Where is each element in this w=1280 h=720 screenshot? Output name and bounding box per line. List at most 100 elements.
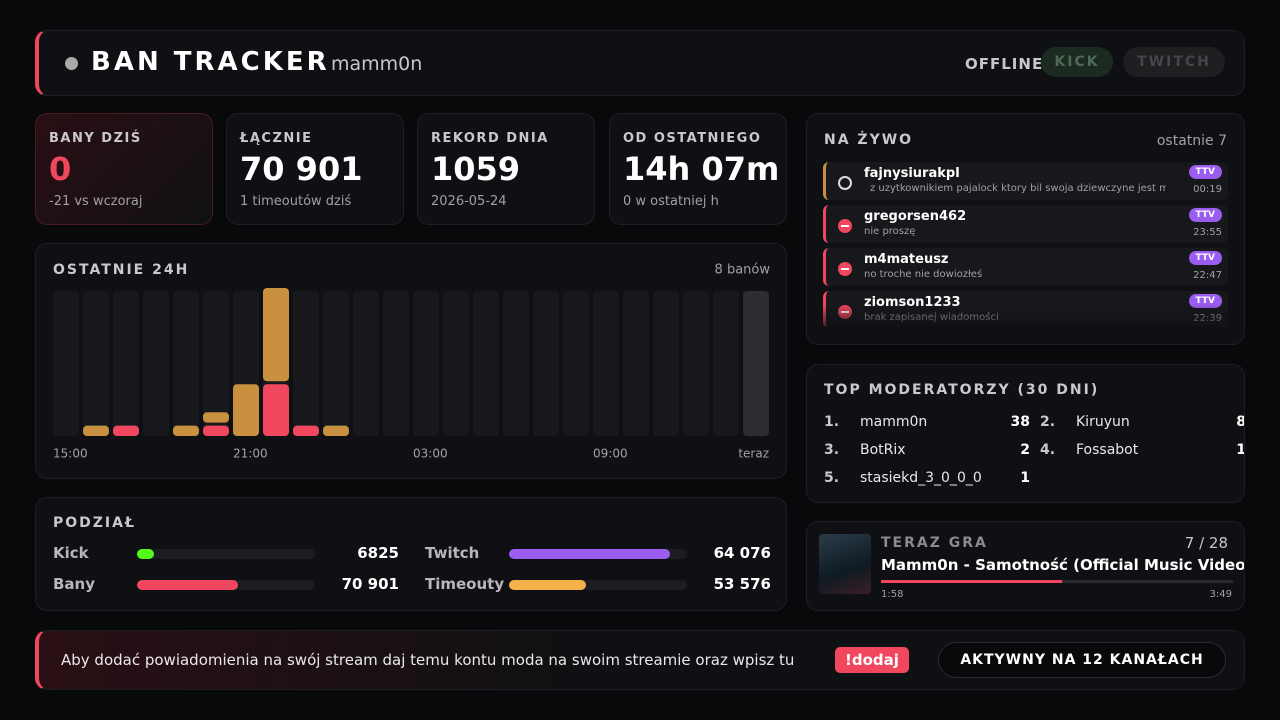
feed-row: m4mateusz no troche nie dowiozłeś TTV 22:47 xyxy=(823,248,1228,286)
live-note: ostatnie 7 xyxy=(1156,133,1227,149)
username: fajnysiurakpl xyxy=(864,166,960,181)
stat-note: 1 timeoutów dziś xyxy=(240,194,352,209)
rank: 5. xyxy=(824,470,840,486)
moderator-name: Fossabot xyxy=(1076,442,1139,458)
stat-label: BANY DZIŚ xyxy=(49,131,142,146)
time: 22:47 xyxy=(1193,270,1222,281)
x-tick-label: 09:00 xyxy=(593,447,628,461)
moderator-name: mamm0n xyxy=(860,414,928,430)
moderator-count: 8 xyxy=(1160,414,1244,430)
stat-card: OD OSTATNIEGO 14h 07m 0 w ostatniej h xyxy=(609,113,787,225)
rank: 3. xyxy=(824,442,840,458)
split-value: 64 076 xyxy=(713,544,771,562)
split-name: Bany xyxy=(53,575,96,593)
bar-segment xyxy=(233,384,259,436)
stat-label: OD OSTATNIEGO xyxy=(623,131,762,146)
time: 00:19 xyxy=(1193,184,1222,195)
split-value: 6825 xyxy=(357,544,399,562)
timer-icon xyxy=(838,176,852,190)
bar-track xyxy=(653,291,679,436)
message: no troche nie dowiozłeś xyxy=(864,269,983,280)
bar-track xyxy=(113,291,139,436)
x-tick-label: 03:00 xyxy=(413,447,448,461)
now-playing-card: TERAZ GRA 7 / 28 Mamm0n - Samotność (Off… xyxy=(806,521,1245,611)
elapsed: 1:58 xyxy=(881,589,904,600)
stat-value: 1059 xyxy=(431,150,521,188)
progress-track xyxy=(881,580,1233,583)
moderator-count: 2 xyxy=(1020,442,1030,458)
bar-track xyxy=(143,291,169,436)
bar-track xyxy=(323,291,349,436)
bar-segment xyxy=(113,425,139,436)
split-title: PODZIAŁ xyxy=(53,515,136,531)
moderators-card: TOP MODERATORZY (30 DNI) 1. mamm0n 38 2. Kir… xyxy=(806,364,1245,503)
x-tick-label: teraz xyxy=(738,447,769,461)
platform-badge: TTV xyxy=(1188,165,1222,179)
split-value: 70 901 xyxy=(341,575,399,593)
kick-button[interactable]: KICK xyxy=(1041,47,1113,77)
bar-track xyxy=(563,291,589,436)
twitch-button[interactable]: TWITCH xyxy=(1123,47,1225,77)
ban-icon-bar xyxy=(841,225,849,227)
moderator-name: Kiruyun xyxy=(1076,414,1130,430)
active-channels: AKTYWNY NA 12 KANAŁACH xyxy=(938,642,1226,678)
split-track xyxy=(137,580,315,590)
bar-track xyxy=(173,291,199,436)
stat-label: ŁĄCZNIE xyxy=(240,131,313,146)
bar-track xyxy=(443,291,469,436)
split-name: Kick xyxy=(53,544,89,562)
footer-text: Aby dodać powiadomienia na swój stream d… xyxy=(61,651,795,669)
bar-track xyxy=(593,291,619,436)
split-name: Twitch xyxy=(425,544,480,562)
live-list: fajnysiurakpl z uzytkownikiem pajalock kt… xyxy=(807,161,1244,326)
username: m4mateusz xyxy=(864,252,949,267)
duration: 3:49 xyxy=(1209,589,1232,600)
bar-segment xyxy=(173,425,199,436)
bar-segment xyxy=(323,425,349,436)
bar-segment xyxy=(293,425,319,436)
bar-track xyxy=(413,291,439,436)
live-card: NA ŻYWO ostatnie 7 fajnysiurakpl z uzytko… xyxy=(806,113,1245,345)
chart-subtitle: 8 banów xyxy=(715,263,771,278)
feed-row: gregorsen462 nie proszę TTV 23:55 xyxy=(823,205,1228,243)
now-playing-title: TERAZ GRA xyxy=(881,535,988,551)
bar-track xyxy=(713,291,739,436)
split-fill xyxy=(509,580,586,590)
platform-badge: TTV xyxy=(1188,251,1222,265)
stat-note: -21 vs wczoraj xyxy=(49,194,143,209)
bar-track xyxy=(533,291,559,436)
chart-card: OSTATNIE 24H 8 banów 15:00 21:00 03:00 09:0… xyxy=(35,243,787,479)
split-name: Timeouty xyxy=(425,575,505,593)
bar-segment xyxy=(203,412,229,423)
song-title: Mamm0n - Samotność (Official Music Video… xyxy=(881,556,1245,574)
x-tick-label: 21:00 xyxy=(233,447,268,461)
moderator-count: 1 xyxy=(1020,470,1030,486)
footer: Aby dodać powiadomienia na swój stream d… xyxy=(35,630,1245,690)
rank: 4. xyxy=(1040,442,1056,458)
status-dot xyxy=(65,57,78,70)
moderator-count: 1 xyxy=(1160,442,1244,458)
moderator-name: stasiekd_3_0_0_0 xyxy=(860,470,982,486)
split-value: 53 576 xyxy=(713,575,771,593)
bar-track xyxy=(353,291,379,436)
split-card: PODZIAŁ Kick 6825 Twitch 64 076 Bany 70 901 Ti… xyxy=(35,497,787,611)
moderator-name: BotRix xyxy=(860,442,906,458)
bar-track xyxy=(743,291,769,436)
bar-track xyxy=(293,291,319,436)
bar-track xyxy=(503,291,529,436)
split-track xyxy=(137,549,315,559)
stat-card: REKORD DNIA 1059 2026-05-24 xyxy=(417,113,595,225)
bar-segment xyxy=(263,384,289,436)
stat-value: 0 xyxy=(49,150,72,188)
time: 23:55 xyxy=(1193,227,1222,238)
thumbnail xyxy=(819,534,871,594)
split-fill xyxy=(509,549,670,559)
stat-label: REKORD DNIA xyxy=(431,131,549,146)
split-track xyxy=(509,580,687,590)
x-tick-label: 15:00 xyxy=(53,447,88,461)
queue-position: 7 / 28 xyxy=(1184,534,1228,552)
header: BAN TRACKER mamm0n OFFLINE KICK TWITCH xyxy=(35,30,1245,96)
ban-icon-bar xyxy=(841,268,849,270)
chart: OSTATNIE 24H 8 banów 15:00 21:00 03:00 09:0… xyxy=(53,262,771,461)
